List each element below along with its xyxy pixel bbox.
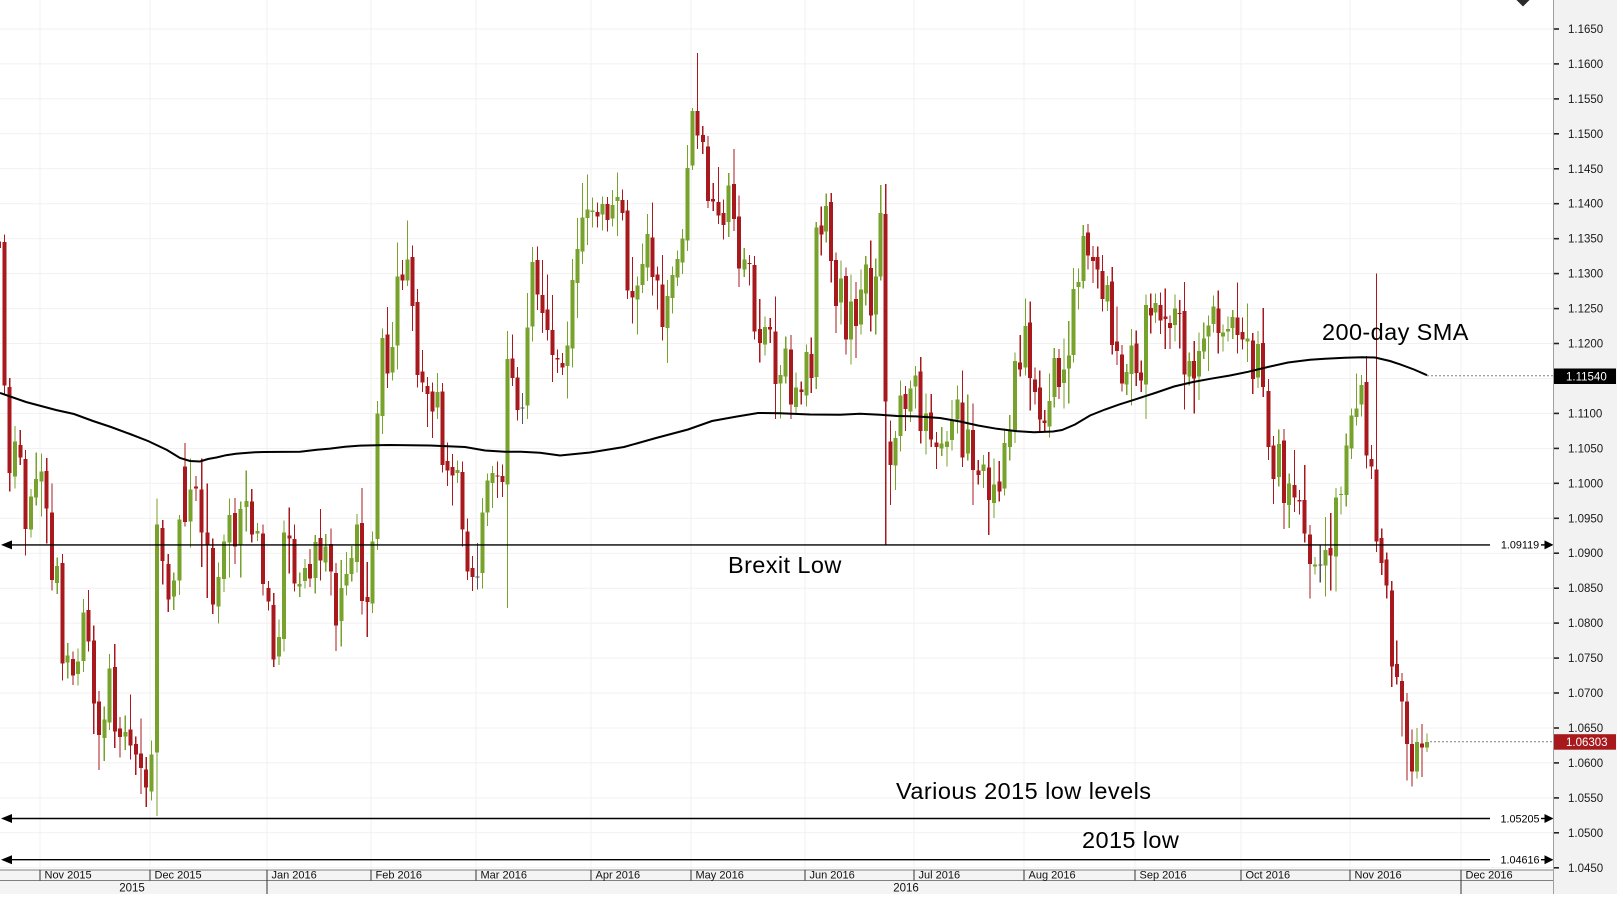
svg-text:Oct 2016: Oct 2016 xyxy=(1246,869,1291,881)
svg-text:Nov 2016: Nov 2016 xyxy=(1355,869,1402,881)
svg-text:Jul 2016: Jul 2016 xyxy=(919,869,961,881)
svg-text:1.1600: 1.1600 xyxy=(1568,59,1603,71)
svg-text:1.1200: 1.1200 xyxy=(1568,339,1603,351)
svg-text:Apr 2016: Apr 2016 xyxy=(596,869,641,881)
svg-text:May 2016: May 2016 xyxy=(696,869,744,881)
svg-text:1.0800: 1.0800 xyxy=(1568,618,1603,630)
svg-text:Dec 2015: Dec 2015 xyxy=(155,869,202,881)
svg-text:Jun 2016: Jun 2016 xyxy=(810,869,855,881)
svg-text:1.1100: 1.1100 xyxy=(1568,408,1602,420)
svg-text:Various 2015 low levels: Various 2015 low levels xyxy=(896,778,1152,804)
svg-text:1.0900: 1.0900 xyxy=(1568,548,1603,560)
svg-text:1.0850: 1.0850 xyxy=(1568,583,1603,595)
svg-text:1.1000: 1.1000 xyxy=(1568,478,1603,490)
svg-text:1.1400: 1.1400 xyxy=(1568,199,1603,211)
svg-text:1.0650: 1.0650 xyxy=(1568,723,1603,735)
svg-text:1.1450: 1.1450 xyxy=(1568,164,1603,176)
svg-text:1.0550: 1.0550 xyxy=(1568,793,1603,805)
svg-text:1.0750: 1.0750 xyxy=(1568,653,1603,665)
svg-text:1.1050: 1.1050 xyxy=(1568,443,1603,455)
svg-text:1.1250: 1.1250 xyxy=(1568,304,1603,316)
svg-text:1.06303: 1.06303 xyxy=(1566,737,1608,749)
svg-text:Brexit Low: Brexit Low xyxy=(728,552,842,578)
svg-text:1.11540: 1.11540 xyxy=(1566,372,1607,384)
svg-text:Jan 2016: Jan 2016 xyxy=(272,869,317,881)
svg-text:2016: 2016 xyxy=(893,883,919,895)
svg-text:1.0450: 1.0450 xyxy=(1568,863,1603,875)
svg-text:200-day SMA: 200-day SMA xyxy=(1322,319,1469,345)
svg-text:1.1550: 1.1550 xyxy=(1568,94,1603,106)
svg-text:1.0950: 1.0950 xyxy=(1568,513,1603,525)
svg-text:Dec 2016: Dec 2016 xyxy=(1466,869,1513,881)
svg-text:1.0700: 1.0700 xyxy=(1568,688,1603,700)
svg-text:1.05205: 1.05205 xyxy=(1500,813,1539,825)
svg-text:1.0500: 1.0500 xyxy=(1568,828,1603,840)
svg-text:1.04616: 1.04616 xyxy=(1500,855,1539,867)
svg-text:Mar 2016: Mar 2016 xyxy=(481,869,527,881)
svg-text:1.1500: 1.1500 xyxy=(1568,129,1603,141)
svg-text:1.1650: 1.1650 xyxy=(1568,24,1603,36)
svg-text:2015: 2015 xyxy=(119,883,145,895)
svg-text:Aug 2016: Aug 2016 xyxy=(1029,869,1076,881)
svg-text:1.1300: 1.1300 xyxy=(1568,269,1603,281)
svg-text:1.1350: 1.1350 xyxy=(1568,234,1603,246)
svg-text:Nov 2015: Nov 2015 xyxy=(45,869,92,881)
svg-text:1.0600: 1.0600 xyxy=(1568,758,1603,770)
svg-text:1.09119: 1.09119 xyxy=(1501,540,1539,552)
svg-text:Feb 2016: Feb 2016 xyxy=(376,869,422,881)
svg-text:2015 low: 2015 low xyxy=(1082,827,1180,853)
svg-text:Sep 2016: Sep 2016 xyxy=(1140,869,1187,881)
